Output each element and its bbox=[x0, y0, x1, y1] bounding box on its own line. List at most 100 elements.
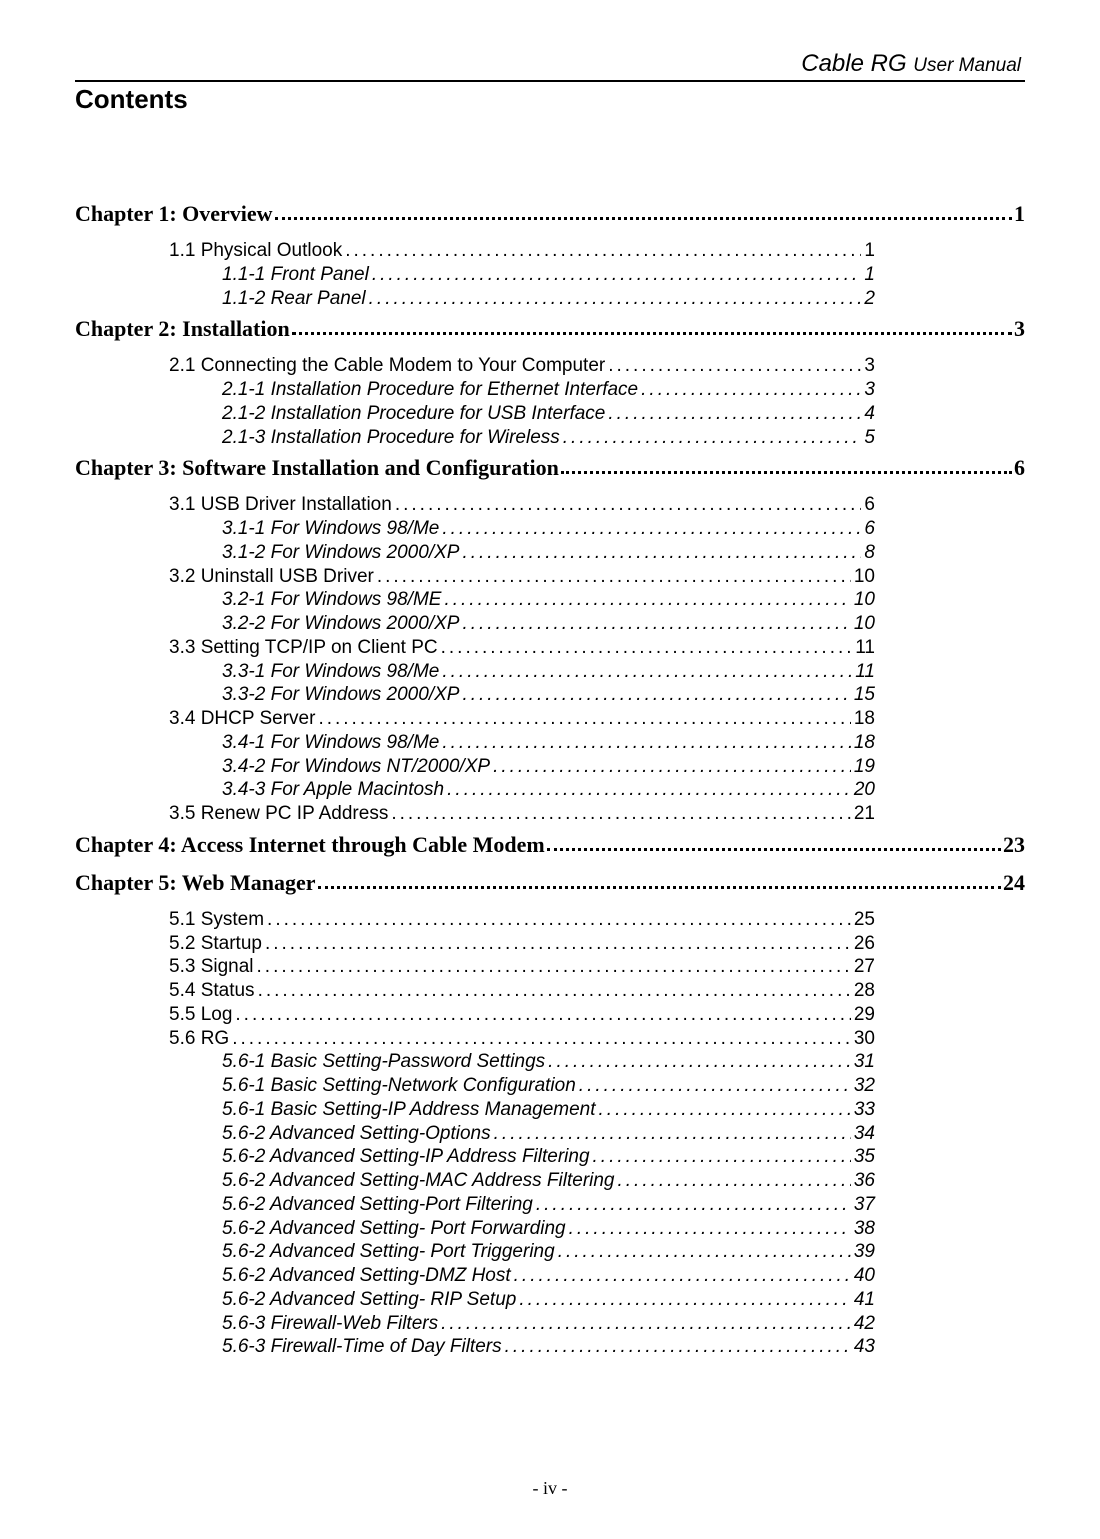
toc-inner-wrap: 3.5 Renew PC IP Address.................… bbox=[75, 802, 1025, 826]
toc-inner-wrap: 3.3-1 For Windows 98/Me.................… bbox=[75, 660, 1025, 684]
toc-subsection: 3.2-2 For Windows 2000/XP...............… bbox=[222, 612, 875, 636]
toc-leader: ........................................… bbox=[258, 979, 851, 1003]
toc-subsection: 5.6-2 Advanced Setting- RIP Setup.......… bbox=[222, 1288, 875, 1312]
toc-subsection: 3.3-2 For Windows 2000/XP...............… bbox=[222, 683, 875, 707]
toc-subsection: 1.1-2 Rear Panel........................… bbox=[222, 287, 875, 311]
toc-leader: ........................................… bbox=[641, 378, 861, 402]
document-page: Cable RG User Manual Contents Chapter 1:… bbox=[75, 50, 1025, 1359]
toc-label: 5.5 Log bbox=[169, 1003, 232, 1027]
toc-label: Chapter 5: Web Manager bbox=[75, 870, 316, 896]
toc-page: 3 bbox=[1014, 316, 1025, 342]
toc-inner-wrap: 5.1 System..............................… bbox=[75, 908, 1025, 932]
table-of-contents: Chapter 1: Overview11.1 Physical Outlook… bbox=[75, 201, 1025, 1359]
toc-label: 1.1-1 Front Panel bbox=[222, 263, 369, 287]
toc-leader: ........................................… bbox=[494, 1122, 851, 1146]
toc-leader: ........................................… bbox=[267, 908, 851, 932]
toc-label: 3.3-2 For Windows 2000/XP bbox=[222, 683, 459, 707]
toc-inner-wrap: 1.1 Physical Outlook....................… bbox=[75, 239, 1025, 263]
toc-inner-wrap: 2.1-2 Installation Procedure for USB Int… bbox=[75, 402, 1025, 426]
toc-subsection: 5.6-3 Firewall-Web Filters..............… bbox=[222, 1312, 875, 1336]
toc-page: 40 bbox=[854, 1264, 875, 1288]
toc-section: 3.3 Setting TCP/IP on Client PC.........… bbox=[169, 636, 875, 660]
toc-page: 10 bbox=[854, 565, 875, 589]
toc-page: 43 bbox=[854, 1335, 875, 1359]
toc-leader: ........................................… bbox=[548, 1050, 851, 1074]
toc-subsection: 2.1-2 Installation Procedure for USB Int… bbox=[222, 402, 875, 426]
toc-label: 5.1 System bbox=[169, 908, 264, 932]
toc-leader: ........................................… bbox=[265, 932, 851, 956]
toc-page: 31 bbox=[854, 1050, 875, 1074]
toc-subsection: 5.6-2 Advanced Setting- Port Triggering.… bbox=[222, 1240, 875, 1264]
toc-inner-wrap: 3.2-1 For Windows 98/ME.................… bbox=[75, 588, 1025, 612]
toc-label: 2.1 Connecting the Cable Modem to Your C… bbox=[169, 354, 605, 378]
toc-label: 5.6-3 Firewall-Web Filters bbox=[222, 1312, 438, 1336]
toc-leader: ........................................… bbox=[391, 802, 851, 826]
toc-leader: ........................................… bbox=[442, 517, 861, 541]
toc-leader: ........................................… bbox=[444, 588, 850, 612]
toc-page: 15 bbox=[854, 683, 875, 707]
toc-section: 5.2 Startup.............................… bbox=[169, 932, 875, 956]
toc-label: 5.6-2 Advanced Setting- RIP Setup bbox=[222, 1288, 516, 1312]
toc-label: 5.6-1 Basic Setting-Password Settings bbox=[222, 1050, 545, 1074]
toc-leader bbox=[547, 848, 1001, 851]
toc-section: 5.4 Status..............................… bbox=[169, 979, 875, 1003]
toc-label: 3.4-3 For Apple Macintosh bbox=[222, 778, 444, 802]
toc-page: 29 bbox=[854, 1003, 875, 1027]
product-name: Cable RG bbox=[801, 50, 906, 77]
toc-chapter: Chapter 1: Overview1 bbox=[75, 201, 1025, 227]
toc-label: Chapter 2: Installation bbox=[75, 316, 290, 342]
toc-inner-wrap: 3.3 Setting TCP/IP on Client PC.........… bbox=[75, 636, 1025, 660]
toc-section: 3.4 DHCP Server.........................… bbox=[169, 707, 875, 731]
toc-subsection: 3.4-3 For Apple Macintosh...............… bbox=[222, 778, 875, 802]
toc-page: 10 bbox=[854, 588, 875, 612]
toc-page: 35 bbox=[854, 1145, 875, 1169]
toc-label: 5.6-3 Firewall-Time of Day Filters bbox=[222, 1335, 502, 1359]
toc-inner-wrap: 2.1-1 Installation Procedure for Etherne… bbox=[75, 378, 1025, 402]
toc-leader bbox=[318, 886, 1001, 889]
toc-label: Chapter 1: Overview bbox=[75, 201, 273, 227]
toc-page: 6 bbox=[864, 517, 875, 541]
toc-label: 2.1-1 Installation Procedure for Etherne… bbox=[222, 378, 638, 402]
toc-page: 18 bbox=[854, 707, 875, 731]
toc-subsection: 5.6-2 Advanced Setting-Options..........… bbox=[222, 1122, 875, 1146]
toc-inner-wrap: 2.1-3 Installation Procedure for Wireles… bbox=[75, 426, 1025, 450]
toc-leader: ........................................… bbox=[608, 354, 861, 378]
toc-label: 3.4 DHCP Server bbox=[169, 707, 315, 731]
toc-leader: ........................................… bbox=[608, 402, 861, 426]
toc-inner-wrap: 5.6-1 Basic Setting-IP Address Managemen… bbox=[75, 1098, 1025, 1122]
toc-label: 5.6-2 Advanced Setting-Port Filtering bbox=[222, 1193, 533, 1217]
toc-subsection: 5.6-1 Basic Setting-Password Settings...… bbox=[222, 1050, 875, 1074]
toc-subsection: 3.3-1 For Windows 98/Me.................… bbox=[222, 660, 875, 684]
toc-page: 37 bbox=[854, 1193, 875, 1217]
toc-leader: ........................................… bbox=[232, 1027, 851, 1051]
toc-section: 3.1 USB Driver Installation.............… bbox=[169, 493, 875, 517]
toc-leader: ........................................… bbox=[369, 287, 862, 311]
toc-page: 6 bbox=[864, 493, 875, 517]
toc-page: 1 bbox=[864, 239, 875, 263]
toc-inner-wrap: 5.6-2 Advanced Setting-IP Address Filter… bbox=[75, 1145, 1025, 1169]
toc-subsection: 3.4-2 For Windows NT/2000/XP............… bbox=[222, 755, 875, 779]
toc-inner-wrap: 5.6-2 Advanced Setting-DMZ Host.........… bbox=[75, 1264, 1025, 1288]
toc-inner-wrap: 5.6-2 Advanced Setting- Port Forwarding.… bbox=[75, 1217, 1025, 1241]
toc-label: Chapter 3: Software Installation and Con… bbox=[75, 455, 559, 481]
toc-inner-wrap: 5.6 RG..................................… bbox=[75, 1027, 1025, 1051]
toc-subsection: 5.6-2 Advanced Setting-IP Address Filter… bbox=[222, 1145, 875, 1169]
toc-label: 3.1-1 For Windows 98/Me bbox=[222, 517, 439, 541]
toc-label: 3.3-1 For Windows 98/Me bbox=[222, 660, 439, 684]
toc-leader: ........................................… bbox=[372, 263, 862, 287]
toc-section: 3.5 Renew PC IP Address.................… bbox=[169, 802, 875, 826]
doc-type: User Manual bbox=[913, 55, 1021, 76]
toc-section: 5.5 Log.................................… bbox=[169, 1003, 875, 1027]
toc-label: 3.1 USB Driver Installation bbox=[169, 493, 392, 517]
toc-inner-wrap: 5.5 Log.................................… bbox=[75, 1003, 1025, 1027]
toc-subsection: 5.6-3 Firewall-Time of Day Filters......… bbox=[222, 1335, 875, 1359]
toc-inner-wrap: 3.4-2 For Windows NT/2000/XP............… bbox=[75, 755, 1025, 779]
toc-page: 42 bbox=[854, 1312, 875, 1336]
toc-section: 5.1 System..............................… bbox=[169, 908, 875, 932]
toc-label: 2.1-2 Installation Procedure for USB Int… bbox=[222, 402, 605, 426]
toc-subsection: 3.1-2 For Windows 2000/XP...............… bbox=[222, 541, 875, 565]
toc-leader: ........................................… bbox=[345, 239, 861, 263]
toc-inner-wrap: 5.6-2 Advanced Setting-MAC Address Filte… bbox=[75, 1169, 1025, 1193]
toc-page: 21 bbox=[854, 802, 875, 826]
toc-section: 2.1 Connecting the Cable Modem to Your C… bbox=[169, 354, 875, 378]
